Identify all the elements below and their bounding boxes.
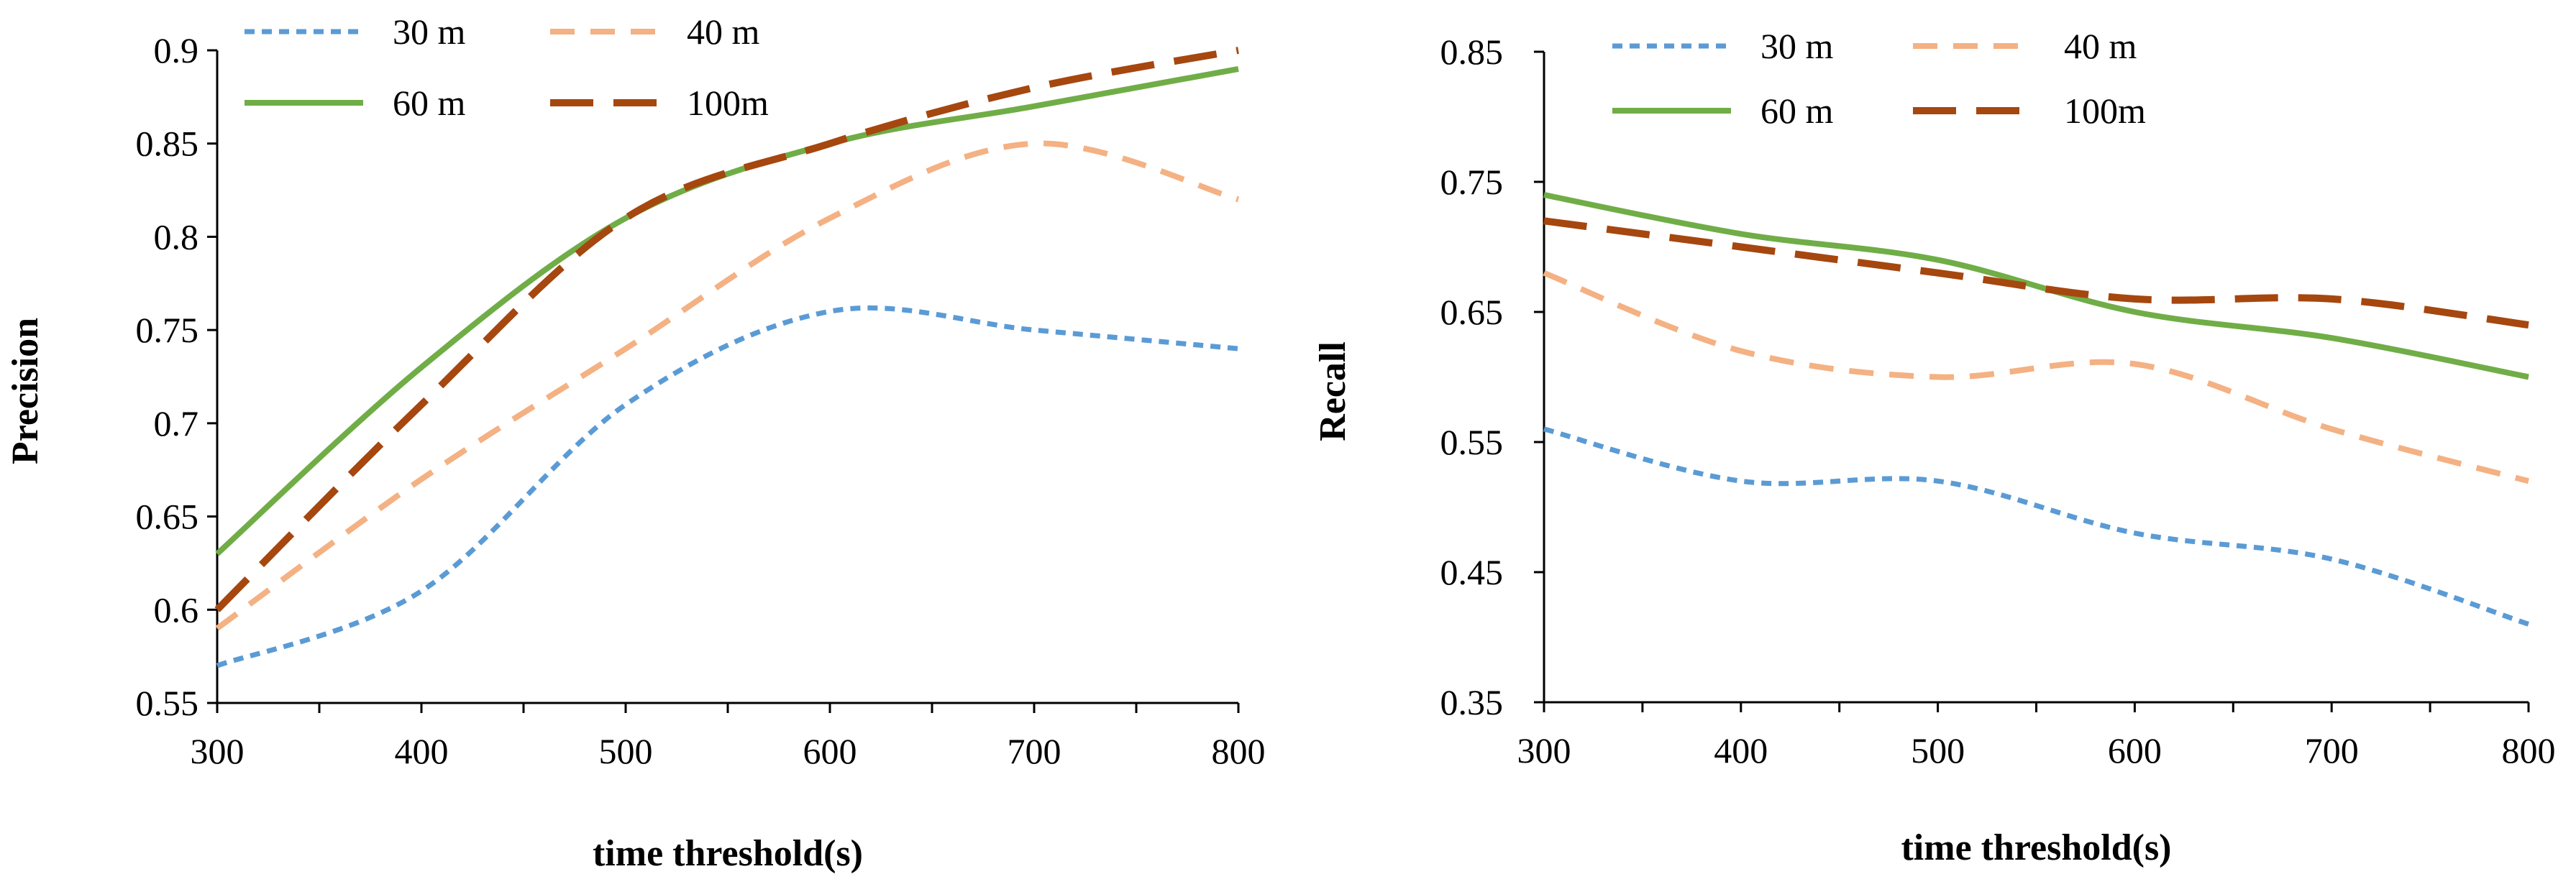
recall-legend-label-60-m: 60 m bbox=[1760, 91, 1834, 131]
precision-x-tick-label: 700 bbox=[1008, 731, 1061, 771]
recall-series-40-m bbox=[1543, 270, 2530, 484]
recall-x-axis-title: time threshold(s) bbox=[1901, 827, 2171, 868]
precision-y-axis-title: Precision bbox=[5, 318, 46, 464]
precision-y-tick-label: 0.6 bbox=[154, 589, 199, 630]
recall-legend-label-30-m: 30 m bbox=[1760, 26, 1834, 66]
precision-legend-label-100m: 100m bbox=[687, 83, 769, 123]
precision-series-40-m bbox=[215, 140, 1240, 631]
recall-legend-label-100m: 100m bbox=[2064, 91, 2146, 131]
precision-x-tick-label: 800 bbox=[1212, 731, 1266, 771]
precision-x-tick-label: 400 bbox=[395, 731, 449, 771]
recall-y-tick-label: 0.55 bbox=[1440, 422, 1504, 462]
precision-x-tick-label: 500 bbox=[599, 731, 653, 771]
precision-legend-label-30-m: 30 m bbox=[393, 12, 466, 52]
precision-y-tick-label: 0.9 bbox=[154, 30, 199, 70]
precision-x-tick-label: 300 bbox=[191, 731, 245, 771]
recall-legend-label-40-m: 40 m bbox=[2064, 26, 2137, 66]
recall-y-tick-label: 0.65 bbox=[1440, 292, 1504, 332]
recall-series-60-m bbox=[1543, 192, 2529, 380]
recall-x-tick-label: 500 bbox=[1911, 730, 1965, 771]
recall-y-tick-label: 0.85 bbox=[1440, 32, 1504, 72]
recall-x-tick-label: 800 bbox=[2502, 730, 2556, 771]
recall-series-30-m bbox=[1543, 426, 2530, 627]
recall-x-tick-label: 700 bbox=[2305, 730, 2359, 771]
precision-series-60-m bbox=[215, 65, 1239, 556]
precision-legend-label-60-m: 60 m bbox=[393, 83, 466, 123]
precision-y-tick-label: 0.85 bbox=[136, 124, 199, 164]
precision-series-100m bbox=[214, 47, 1239, 612]
recall-x-tick-label: 300 bbox=[1517, 730, 1571, 771]
precision-y-tick-label: 0.8 bbox=[154, 216, 199, 257]
precision-y-tick-label: 0.7 bbox=[154, 403, 199, 443]
precision-legend-label-40-m: 40 m bbox=[687, 12, 760, 52]
recall-panel: 0.35 0.45 0.55 0.65 0.75 0.85 300 400 500 600 700 8… bbox=[1312, 26, 2556, 868]
precision-y-tick-label: 0.75 bbox=[136, 310, 199, 350]
recall-series-100m bbox=[1543, 217, 2529, 329]
recall-x-tick-label: 600 bbox=[2108, 730, 2162, 771]
precision-x-tick-label: 600 bbox=[803, 731, 857, 771]
recall-y-tick-label: 0.75 bbox=[1440, 162, 1504, 202]
recall-x-tick-label: 400 bbox=[1714, 730, 1768, 771]
recall-y-axis-title: Recall bbox=[1312, 341, 1353, 441]
precision-series-30-m bbox=[216, 305, 1239, 668]
precision-x-axis-title: time threshold(s) bbox=[593, 833, 863, 874]
recall-y-tick-label: 0.35 bbox=[1440, 682, 1504, 722]
precision-y-tick-label: 0.65 bbox=[136, 497, 199, 537]
precision-y-tick-label: 0.55 bbox=[136, 683, 199, 723]
recall-y-tick-label: 0.45 bbox=[1440, 552, 1504, 592]
precision-panel: 0.55 0.6 0.65 0.7 0.75 0.8 0.85 0.9 300 400 500 600… bbox=[5, 12, 1266, 874]
